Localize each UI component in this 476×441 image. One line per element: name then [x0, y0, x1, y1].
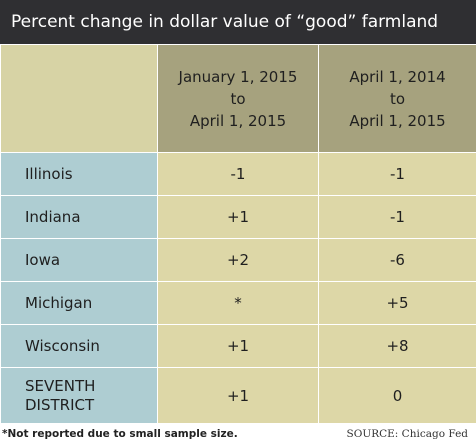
state-label: Wisconsin: [0, 324, 158, 368]
column-header-line: April 1, 2015: [189, 111, 287, 130]
source-credit: SOURCE: Chicago Fed: [346, 428, 468, 440]
value-cell: +2: [157, 238, 319, 282]
column-header-line: to: [389, 89, 406, 108]
header-row: January 1, 2015 to April 1, 2015 April 1…: [0, 44, 476, 153]
state-label: Indiana: [0, 195, 158, 239]
state-label-line: Illinois: [25, 164, 73, 183]
state-label-line: Michigan: [25, 293, 93, 312]
state-label: SEVENTH DISTRICT: [0, 367, 158, 424]
header-stub-cell: [0, 44, 158, 153]
value-cell: *: [157, 281, 319, 325]
state-label-line: Indiana: [25, 207, 81, 226]
state-label: Michigan: [0, 281, 158, 325]
column-header-jan2015-apr2015: January 1, 2015 to April 1, 2015: [157, 44, 319, 153]
value-cell: +8: [318, 324, 476, 368]
value-cell: -1: [318, 152, 476, 196]
column-header-line: to: [230, 89, 246, 108]
table-row: SEVENTH DISTRICT +1 0: [0, 367, 476, 424]
value-cell: +1: [157, 324, 319, 368]
state-label-line: Iowa: [25, 250, 61, 269]
table-title: Percent change in dollar value of “good”…: [0, 0, 476, 44]
state-label-line: DISTRICT: [25, 395, 95, 414]
state-label-line: SEVENTH: [25, 376, 96, 395]
table-row: Indiana +1 -1: [0, 195, 476, 239]
state-label: Illinois: [0, 152, 158, 196]
state-label: Iowa: [0, 238, 158, 282]
value-cell: -6: [318, 238, 476, 282]
table-row: Iowa +2 -6: [0, 238, 476, 282]
table-row: Wisconsin +1 +8: [0, 324, 476, 368]
table-row: Illinois -1 -1: [0, 152, 476, 196]
value-cell: +1: [157, 195, 319, 239]
value-cell: +1: [157, 367, 319, 424]
table-row: Michigan * +5: [0, 281, 476, 325]
state-label-line: Wisconsin: [25, 336, 100, 355]
value-cell: -1: [318, 195, 476, 239]
value-cell: 0: [318, 367, 476, 424]
table-footer: *Not reported due to small sample size. …: [0, 427, 476, 441]
footnote: *Not reported due to small sample size.: [2, 428, 238, 440]
farmland-value-table: January 1, 2015 to April 1, 2015 April 1…: [0, 44, 476, 424]
column-header-line: April 1, 2015: [349, 111, 446, 130]
column-header-line: April 1, 2014: [349, 67, 446, 86]
column-header-apr2014-apr2015: April 1, 2014 to April 1, 2015: [318, 44, 476, 153]
value-cell: -1: [157, 152, 319, 196]
column-header-line: January 1, 2015: [178, 67, 298, 86]
value-cell: +5: [318, 281, 476, 325]
